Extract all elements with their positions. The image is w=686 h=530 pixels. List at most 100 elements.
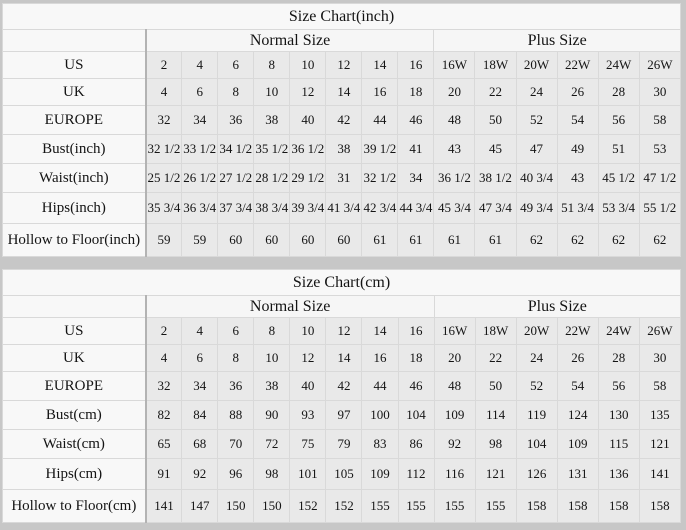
size-value-cell: 30 xyxy=(638,344,682,372)
row-label-cell: Waist(inch) xyxy=(1,163,147,193)
table-row: Waist(cm) 65 68 70 72 75 79 83 86 92 98 104 109 115 12… xyxy=(1,429,682,459)
size-value-cell: 62 xyxy=(638,223,682,257)
size-value-cell: 56 xyxy=(597,105,640,135)
size-value-cell: 44 xyxy=(361,371,399,401)
size-value-cell: 26 1/2 xyxy=(181,163,219,193)
size-value-cell: 155 xyxy=(474,489,517,523)
group-header-normal-size: Normal Size xyxy=(145,29,435,52)
size-value-cell: 20 xyxy=(433,344,476,372)
row-label-cell: Waist(cm) xyxy=(1,429,147,459)
size-value-cell: 14 xyxy=(361,51,399,79)
size-value-cell: 20W xyxy=(515,317,558,345)
size-value-cell: 60 xyxy=(217,223,255,257)
size-value-cell: 97 xyxy=(325,400,363,430)
table-row: UK 4 6 8 10 12 14 16 18 20 22 24 26 28 30 xyxy=(1,344,682,372)
size-value-cell: 61 xyxy=(433,223,476,257)
size-value-cell: 47 1/2 xyxy=(638,163,682,193)
size-value-cell: 101 xyxy=(289,458,327,490)
size-value-cell: 36 1/2 xyxy=(433,163,476,193)
size-value-cell: 6 xyxy=(217,51,255,79)
size-value-cell: 58 xyxy=(638,371,682,401)
size-value-cell: 36 1/2 xyxy=(289,134,327,164)
size-value-cell: 16W xyxy=(433,317,476,345)
size-value-cell: 4 xyxy=(145,344,183,372)
size-value-cell: 55 1/2 xyxy=(638,192,682,224)
table-title-row: Size Chart(cm) xyxy=(2,269,681,296)
size-value-cell: 109 xyxy=(433,400,476,430)
size-value-cell: 32 xyxy=(145,105,183,135)
size-value-cell: 115 xyxy=(597,429,640,459)
size-value-cell: 18W xyxy=(474,51,517,79)
size-value-cell: 33 1/2 xyxy=(181,134,219,164)
size-value-cell: 36 xyxy=(217,371,255,401)
row-label-cell: US xyxy=(1,51,147,79)
size-value-cell: 53 3/4 xyxy=(597,192,640,224)
size-value-cell: 135 xyxy=(638,400,682,430)
size-value-cell: 47 3/4 xyxy=(474,192,517,224)
table-row: Hips(inch) 35 3/4 36 3/4 37 3/4 38 3/4 39 3/4… xyxy=(1,192,682,224)
size-value-cell: 16 xyxy=(361,78,399,106)
size-value-cell: 18W xyxy=(474,317,517,345)
size-value-cell: 14 xyxy=(325,344,363,372)
size-value-cell: 38 xyxy=(253,105,291,135)
size-value-cell: 22 xyxy=(474,344,517,372)
row-label-cell: Hollow to Floor(inch) xyxy=(1,223,147,257)
size-value-cell: 75 xyxy=(289,429,327,459)
size-value-cell: 29 1/2 xyxy=(289,163,327,193)
size-value-cell: 49 xyxy=(556,134,599,164)
table-title: Size Chart(cm) xyxy=(2,269,681,296)
size-value-cell: 36 3/4 xyxy=(181,192,219,224)
size-group-header-row: Normal Size Plus Size xyxy=(1,295,682,318)
size-value-cell: 130 xyxy=(597,400,640,430)
size-chart-cm-section: Size Chart(cm) Normal Size Plus Size US 2… xyxy=(1,269,686,523)
size-value-cell: 26 xyxy=(556,344,599,372)
size-value-cell: 84 xyxy=(181,400,219,430)
size-value-cell: 12 xyxy=(325,51,363,79)
table-title-row: Size Chart(inch) xyxy=(2,3,681,30)
row-label-cell: Hollow to Floor(cm) xyxy=(1,489,147,523)
table-row: Bust(cm) 82 84 88 90 93 97 100 104 109 114 119 124 13… xyxy=(1,400,682,430)
size-value-cell: 50 xyxy=(474,371,517,401)
size-value-cell: 40 3/4 xyxy=(515,163,558,193)
size-value-cell: 34 xyxy=(181,371,219,401)
size-value-cell: 114 xyxy=(474,400,517,430)
size-value-cell: 46 xyxy=(397,371,435,401)
size-value-cell: 35 1/2 xyxy=(253,134,291,164)
size-value-cell: 31 xyxy=(325,163,363,193)
row-label-cell: US xyxy=(1,317,147,345)
size-value-cell: 32 1/2 xyxy=(361,163,399,193)
size-value-cell: 56 xyxy=(597,371,640,401)
size-value-cell: 46 xyxy=(397,105,435,135)
size-value-cell: 155 xyxy=(433,489,476,523)
size-value-cell: 109 xyxy=(556,429,599,459)
size-value-cell: 62 xyxy=(515,223,558,257)
size-value-cell: 44 3/4 xyxy=(397,192,435,224)
size-value-cell: 48 xyxy=(433,371,476,401)
size-value-cell: 119 xyxy=(515,400,558,430)
size-value-cell: 112 xyxy=(397,458,435,490)
size-group-header-row: Normal Size Plus Size xyxy=(1,29,681,52)
size-value-cell: 42 xyxy=(325,371,363,401)
row-label-cell: Hips(cm) xyxy=(1,458,147,490)
size-value-cell: 39 3/4 xyxy=(289,192,327,224)
size-value-cell: 41 3/4 xyxy=(325,192,363,224)
size-value-cell: 22W xyxy=(556,317,599,345)
size-value-cell: 152 xyxy=(325,489,363,523)
size-value-cell: 136 xyxy=(597,458,640,490)
table-row: EUROPE 32 34 36 38 40 42 44 46 48 50 52 54 56 58 xyxy=(1,105,682,135)
size-value-cell: 25 1/2 xyxy=(145,163,183,193)
size-value-cell: 60 xyxy=(253,223,291,257)
size-value-cell: 90 xyxy=(253,400,291,430)
size-value-cell: 104 xyxy=(397,400,435,430)
size-value-cell: 51 3/4 xyxy=(556,192,599,224)
size-value-cell: 155 xyxy=(361,489,399,523)
size-value-cell: 12 xyxy=(289,344,327,372)
size-value-cell: 141 xyxy=(638,458,682,490)
size-value-cell: 42 3/4 xyxy=(361,192,399,224)
table-row: Waist(inch) 25 1/2 26 1/2 27 1/2 28 1/2 29 1/… xyxy=(1,163,682,193)
size-value-cell: 150 xyxy=(253,489,291,523)
size-value-cell: 22 xyxy=(474,78,517,106)
size-value-cell: 126 xyxy=(515,458,558,490)
size-value-cell: 12 xyxy=(289,78,327,106)
